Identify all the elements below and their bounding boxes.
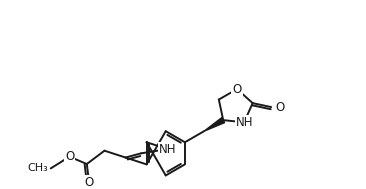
Text: NH: NH — [159, 143, 176, 156]
Text: NH: NH — [236, 116, 254, 129]
Text: O: O — [85, 176, 94, 189]
Text: O: O — [275, 101, 284, 114]
Text: O: O — [232, 83, 242, 96]
Polygon shape — [204, 118, 225, 131]
Text: CH₃: CH₃ — [27, 163, 48, 173]
Text: O: O — [65, 150, 74, 163]
